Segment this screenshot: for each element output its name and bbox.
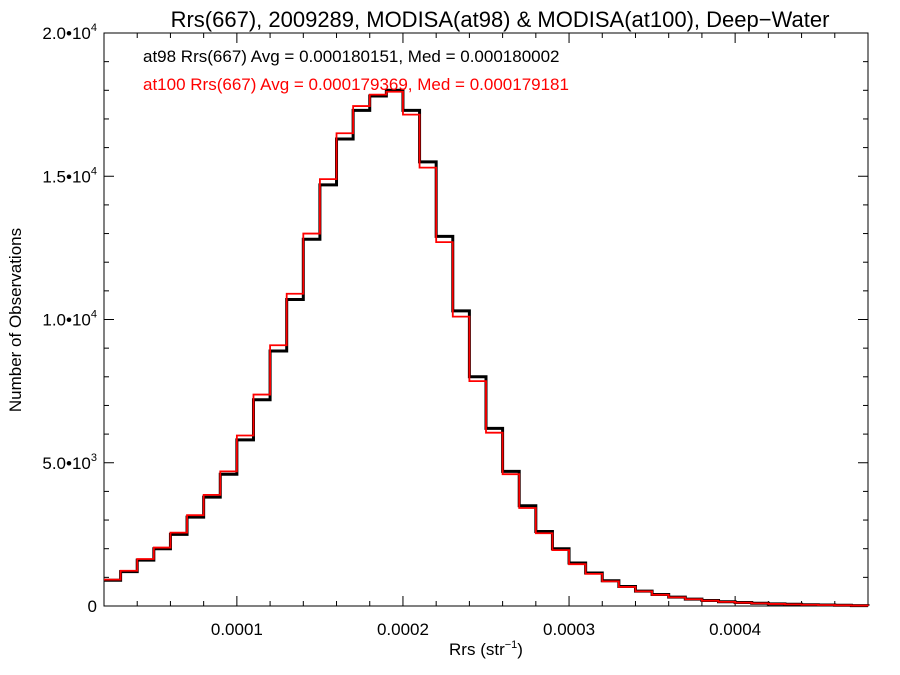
x-tick-label: 0.0004 (709, 620, 761, 639)
series-at98-line (104, 88, 870, 608)
legend-entry: at98 Rrs(667) Avg = 0.000180151, Med = 0… (143, 47, 560, 66)
y-tick-labels: 0 5.0•103 1.0•104 1.5•104 2.0•104 (42, 22, 97, 616)
x-axis-label-superscript: −1 (505, 639, 518, 651)
x-tick-label: 0.0002 (377, 620, 429, 639)
x-axis-label-main: Rrs (str (449, 640, 505, 659)
legend: at98 Rrs(667) Avg = 0.000180151, Med = 0… (143, 47, 569, 94)
legend-entry: at100 Rrs(667) Avg = 0.000179369, Med = … (143, 75, 569, 94)
series-group (104, 88, 870, 608)
y-tick-label: 5.0•103 (42, 452, 97, 473)
x-axis-label: Rrs (str−1) (449, 639, 523, 659)
y-axis-label: Number of Observations (6, 228, 25, 412)
y-tick-label: 1.0•104 (42, 309, 97, 330)
x-axis-label-close: ) (517, 640, 523, 659)
plot-area-frame (103, 32, 869, 607)
axis-ticks (103, 32, 869, 607)
y-tick-label: 1.5•104 (42, 165, 97, 186)
chart-title: Rrs(667), 2009289, MODISA(at98) & MODISA… (171, 7, 830, 32)
series-at100-line (104, 90, 869, 607)
x-tick-label: 0.0001 (211, 620, 263, 639)
y-tick-label: 2.0•104 (42, 22, 97, 43)
x-tick-labels: 0.0001 0.0002 0.0003 0.0004 (211, 620, 761, 639)
y-tick-label: 0 (88, 597, 97, 616)
x-tick-label: 0.0003 (543, 620, 595, 639)
